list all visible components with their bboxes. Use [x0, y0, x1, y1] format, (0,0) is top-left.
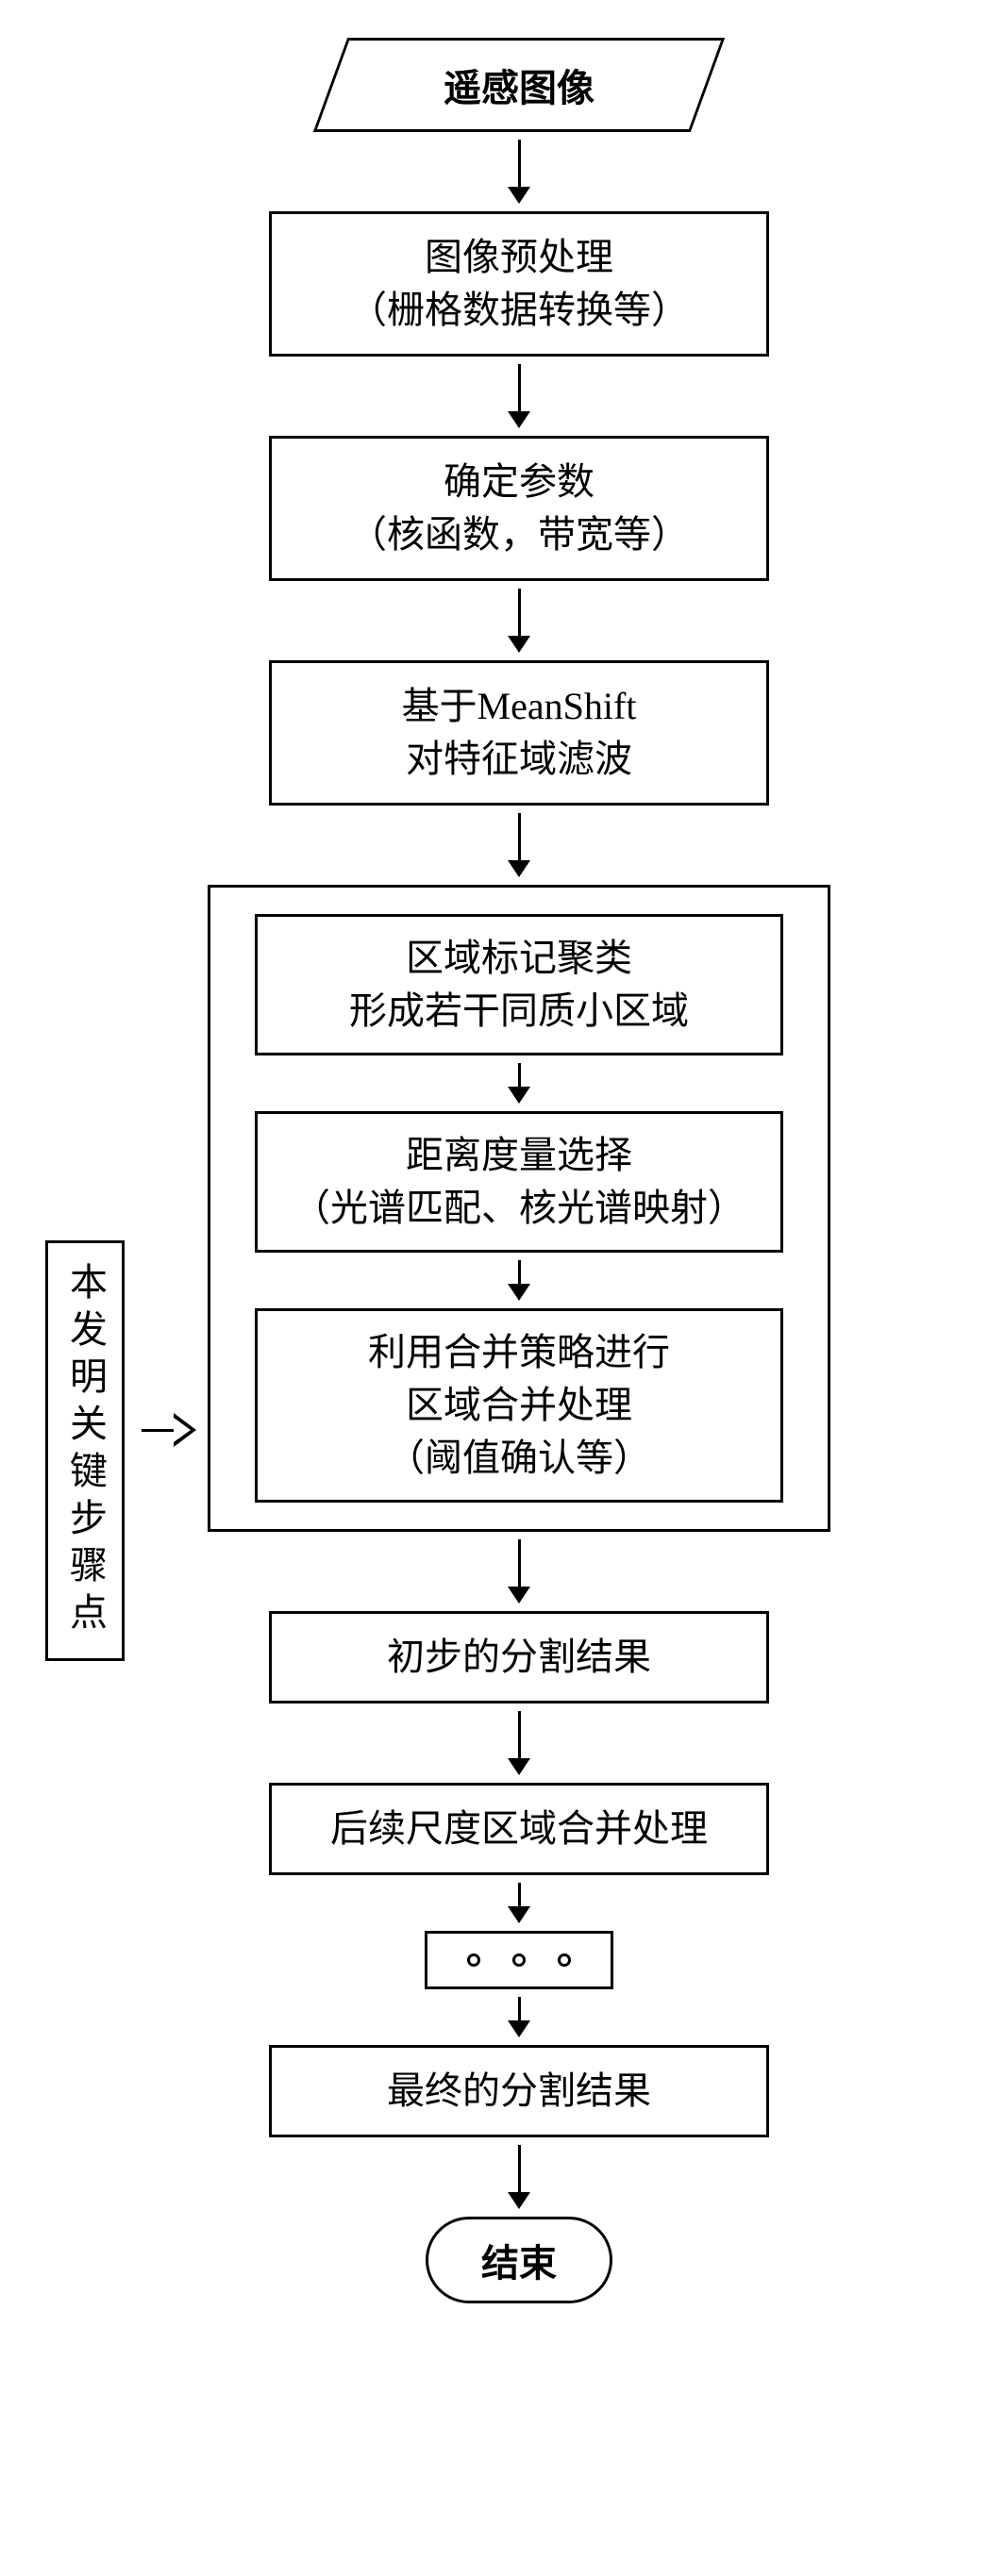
merge-l2: 区域合并处理	[267, 1379, 771, 1432]
final-result-node: 最终的分割结果	[269, 2045, 769, 2137]
arrow	[508, 140, 530, 204]
merge-l3: （阈值确认等）	[267, 1432, 771, 1485]
dot-icon	[558, 1953, 571, 1967]
params-l1: 确定参数	[294, 456, 744, 508]
input-label: 遥感图像	[444, 58, 595, 112]
arrow	[508, 1539, 530, 1604]
arrow	[508, 1997, 530, 2037]
dist-l2: （光谱匹配、核光谱映射）	[267, 1182, 771, 1235]
dot-icon	[512, 1953, 526, 1967]
arrow	[508, 1883, 530, 1923]
scale-merge-node: 后续尺度区域合并处理	[269, 1783, 769, 1875]
cluster-node: 区域标记聚类 形成若干同质小区域	[255, 914, 783, 1055]
meanshift-l1: 基于MeanShift	[294, 680, 744, 733]
dist-l1: 距离度量选择	[267, 1129, 771, 1182]
arrow	[508, 1711, 530, 1775]
arrow	[508, 589, 530, 653]
meanshift-node: 基于MeanShift 对特征域滤波	[269, 660, 769, 806]
arrow	[508, 813, 530, 877]
final-result-label: 最终的分割结果	[294, 2065, 744, 2118]
arrow	[508, 1260, 530, 1301]
dot-icon	[467, 1953, 480, 1967]
flowchart-canvas: 本发明关键步骤点 遥感图像 图像预处理 （栅格数据转换等） 确定参数 （核函数，…	[0, 38, 1005, 2303]
side-key-steps-arrow	[142, 1413, 196, 1447]
arrow	[508, 364, 530, 428]
cluster-l2: 形成若干同质小区域	[267, 985, 771, 1038]
scale-merge-label: 后续尺度区域合并处理	[294, 1803, 744, 1855]
end-node: 结束	[426, 2217, 612, 2303]
preprocess-l2: （栅格数据转换等）	[294, 284, 744, 337]
key-steps-frame: 区域标记聚类 形成若干同质小区域 距离度量选择 （光谱匹配、核光谱映射） 利用合…	[208, 885, 830, 1532]
ellipsis-node	[425, 1931, 613, 1989]
prelim-result-node: 初步的分割结果	[269, 1611, 769, 1703]
arrow	[508, 1063, 530, 1104]
preprocess-node: 图像预处理 （栅格数据转换等）	[269, 211, 769, 357]
end-label: 结束	[481, 2242, 557, 2285]
distance-node: 距离度量选择 （光谱匹配、核光谱映射）	[255, 1111, 783, 1253]
params-node: 确定参数 （核函数，带宽等）	[269, 436, 769, 581]
merge-l1: 利用合并策略进行	[267, 1326, 771, 1379]
params-l2: （核函数，带宽等）	[294, 508, 744, 561]
main-column: 遥感图像 图像预处理 （栅格数据转换等） 确定参数 （核函数，带宽等） 基于Me…	[189, 38, 849, 2303]
merge-node: 利用合并策略进行 区域合并处理 （阈值确认等）	[255, 1308, 783, 1503]
arrow	[508, 2145, 530, 2209]
prelim-result-label: 初步的分割结果	[294, 1631, 744, 1684]
cluster-l1: 区域标记聚类	[267, 932, 771, 985]
preprocess-l1: 图像预处理	[294, 231, 744, 284]
meanshift-l2: 对特征域滤波	[294, 733, 744, 786]
side-key-steps-label: 本发明关键步骤点	[45, 1240, 125, 1661]
input-node: 遥感图像	[313, 38, 725, 132]
